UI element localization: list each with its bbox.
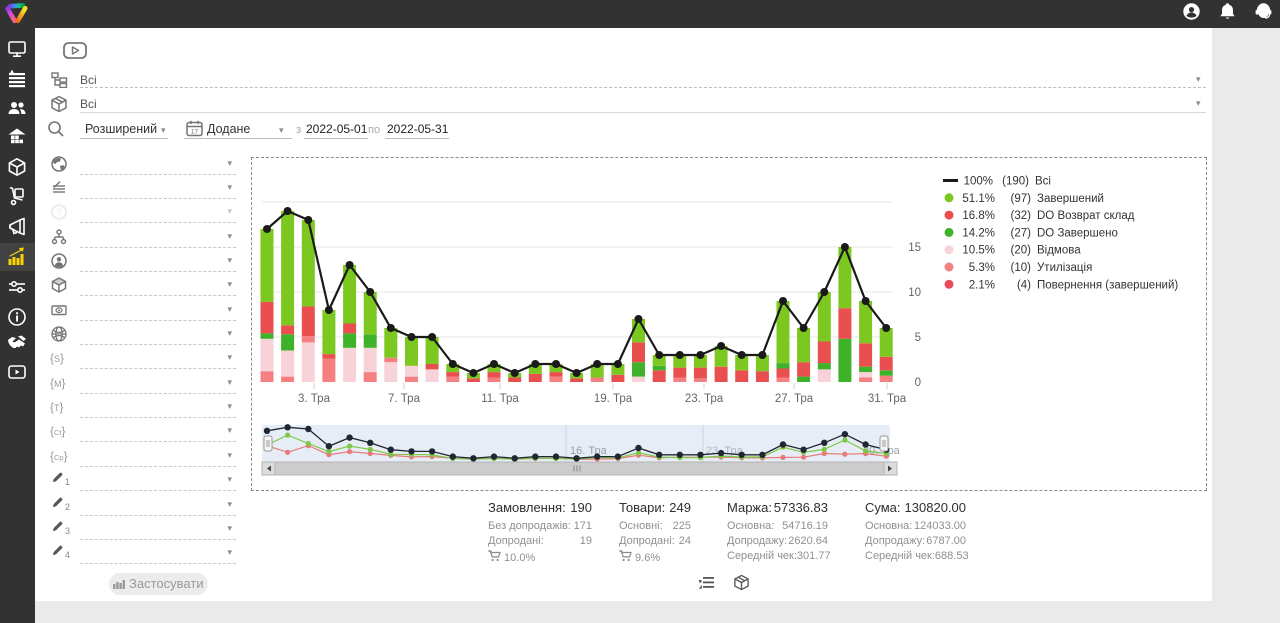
svg-text:Утилізація: Утилізація — [1037, 262, 1092, 274]
svg-text:(32): (32) — [1011, 210, 1032, 222]
svg-text:(190): (190) — [1002, 176, 1029, 188]
svg-text:23. Тра: 23. Тра — [706, 445, 744, 457]
svg-text:16. Тра: 16. Тра — [570, 445, 608, 457]
svg-text:Повернення (завершений): Повернення (завершений) — [1037, 279, 1178, 291]
svg-text:27. Тра: 27. Тра — [775, 393, 814, 405]
svg-text:51.1%: 51.1% — [962, 193, 995, 205]
svg-text:10: 10 — [908, 287, 921, 299]
svg-text:17: 17 — [191, 129, 199, 136]
svg-text:7. Тра: 7. Тра — [388, 393, 421, 405]
svg-text:14.2%: 14.2% — [962, 227, 995, 239]
svg-text:?: ? — [56, 208, 62, 219]
svg-text:(97): (97) — [1011, 193, 1032, 205]
svg-text:Завершений: Завершений — [1037, 193, 1104, 205]
svg-text:(27): (27) — [1011, 227, 1032, 239]
svg-text:11. Тра: 11. Тра — [481, 393, 519, 405]
svg-text:10.5%: 10.5% — [962, 245, 995, 257]
svg-text:Відмова: Відмова — [1037, 245, 1081, 257]
svg-text:31. Тра: 31. Тра — [868, 393, 907, 405]
svg-text:2.1%: 2.1% — [969, 279, 995, 291]
svg-text:(10): (10) — [1011, 262, 1032, 274]
svg-text:DO Возврат склад: DO Возврат склад — [1037, 210, 1135, 222]
svg-text:15: 15 — [908, 242, 921, 254]
svg-text:0: 0 — [915, 377, 921, 389]
svg-text:16.8%: 16.8% — [962, 210, 995, 222]
svg-text:100%: 100% — [964, 176, 993, 188]
svg-text:5: 5 — [915, 332, 921, 344]
svg-text:(20): (20) — [1011, 245, 1032, 257]
svg-text:19. Тра: 19. Тра — [594, 393, 633, 405]
svg-text:DO Завершено: DO Завершено — [1037, 227, 1118, 239]
svg-text:5.3%: 5.3% — [969, 262, 995, 274]
svg-text:3. Тра: 3. Тра — [298, 393, 331, 405]
svg-text:(4): (4) — [1017, 279, 1031, 291]
svg-text:Всі: Всі — [1035, 176, 1051, 188]
svg-text:23. Тра: 23. Тра — [685, 393, 724, 405]
